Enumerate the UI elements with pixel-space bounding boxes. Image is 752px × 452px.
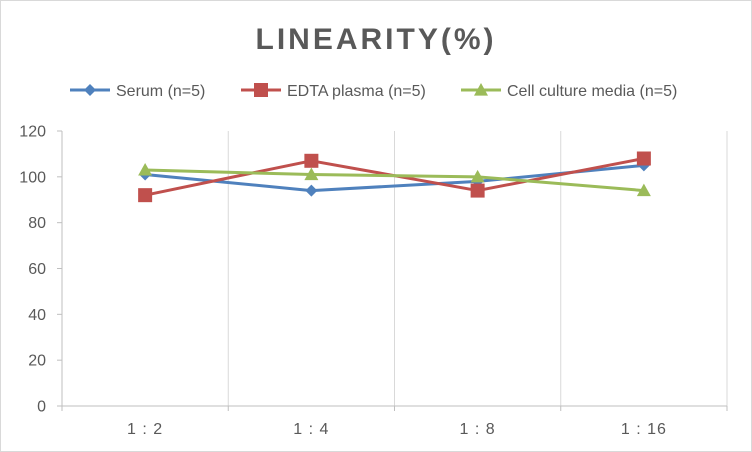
data-point	[636, 183, 651, 197]
data-point	[138, 162, 153, 176]
y-tick-label: 60	[28, 261, 46, 278]
data-point	[470, 183, 485, 198]
axes: 0 20 40 60 80 100 120 1 : 2 1 : 4 1 : 8 1 : 16	[19, 124, 728, 438]
data-point	[470, 169, 485, 183]
series-3	[138, 162, 651, 197]
legend-item: Serum (n=5)	[70, 83, 205, 100]
series-layer	[138, 151, 651, 203]
series-line	[145, 168, 644, 193]
legend-marker	[474, 83, 488, 96]
y-tick-label: 80	[28, 215, 46, 232]
y-tick-label: 120	[19, 124, 46, 141]
data-point	[304, 167, 319, 181]
y-tick-label: 20	[28, 353, 46, 370]
legend-label: Cell culture media (n=5)	[507, 83, 677, 100]
x-tick-label: 1 : 16	[621, 421, 667, 438]
data-point	[636, 151, 651, 166]
x-tick-label: 1 : 4	[293, 421, 329, 438]
data-point	[305, 184, 318, 197]
y-tick-label: 0	[37, 399, 46, 416]
y-tick-label: 40	[28, 307, 46, 324]
legend-item: EDTA plasma (n=5)	[241, 83, 426, 100]
legend: Serum (n=5) EDTA plasma (n=5) Cell culture…	[70, 83, 677, 100]
chart-title: LINEARITY(%)	[256, 23, 497, 56]
data-point	[304, 153, 319, 168]
x-tick-label: 1 : 2	[127, 421, 163, 438]
x-tick-label: 1 : 8	[460, 421, 496, 438]
legend-label: EDTA plasma (n=5)	[287, 83, 426, 100]
data-point	[138, 188, 153, 203]
legend-marker	[254, 83, 268, 97]
legend-item: Cell culture media (n=5)	[461, 83, 677, 100]
legend-label: Serum (n=5)	[116, 83, 205, 100]
y-tick-label: 100	[19, 169, 46, 186]
legend-marker	[84, 84, 96, 96]
